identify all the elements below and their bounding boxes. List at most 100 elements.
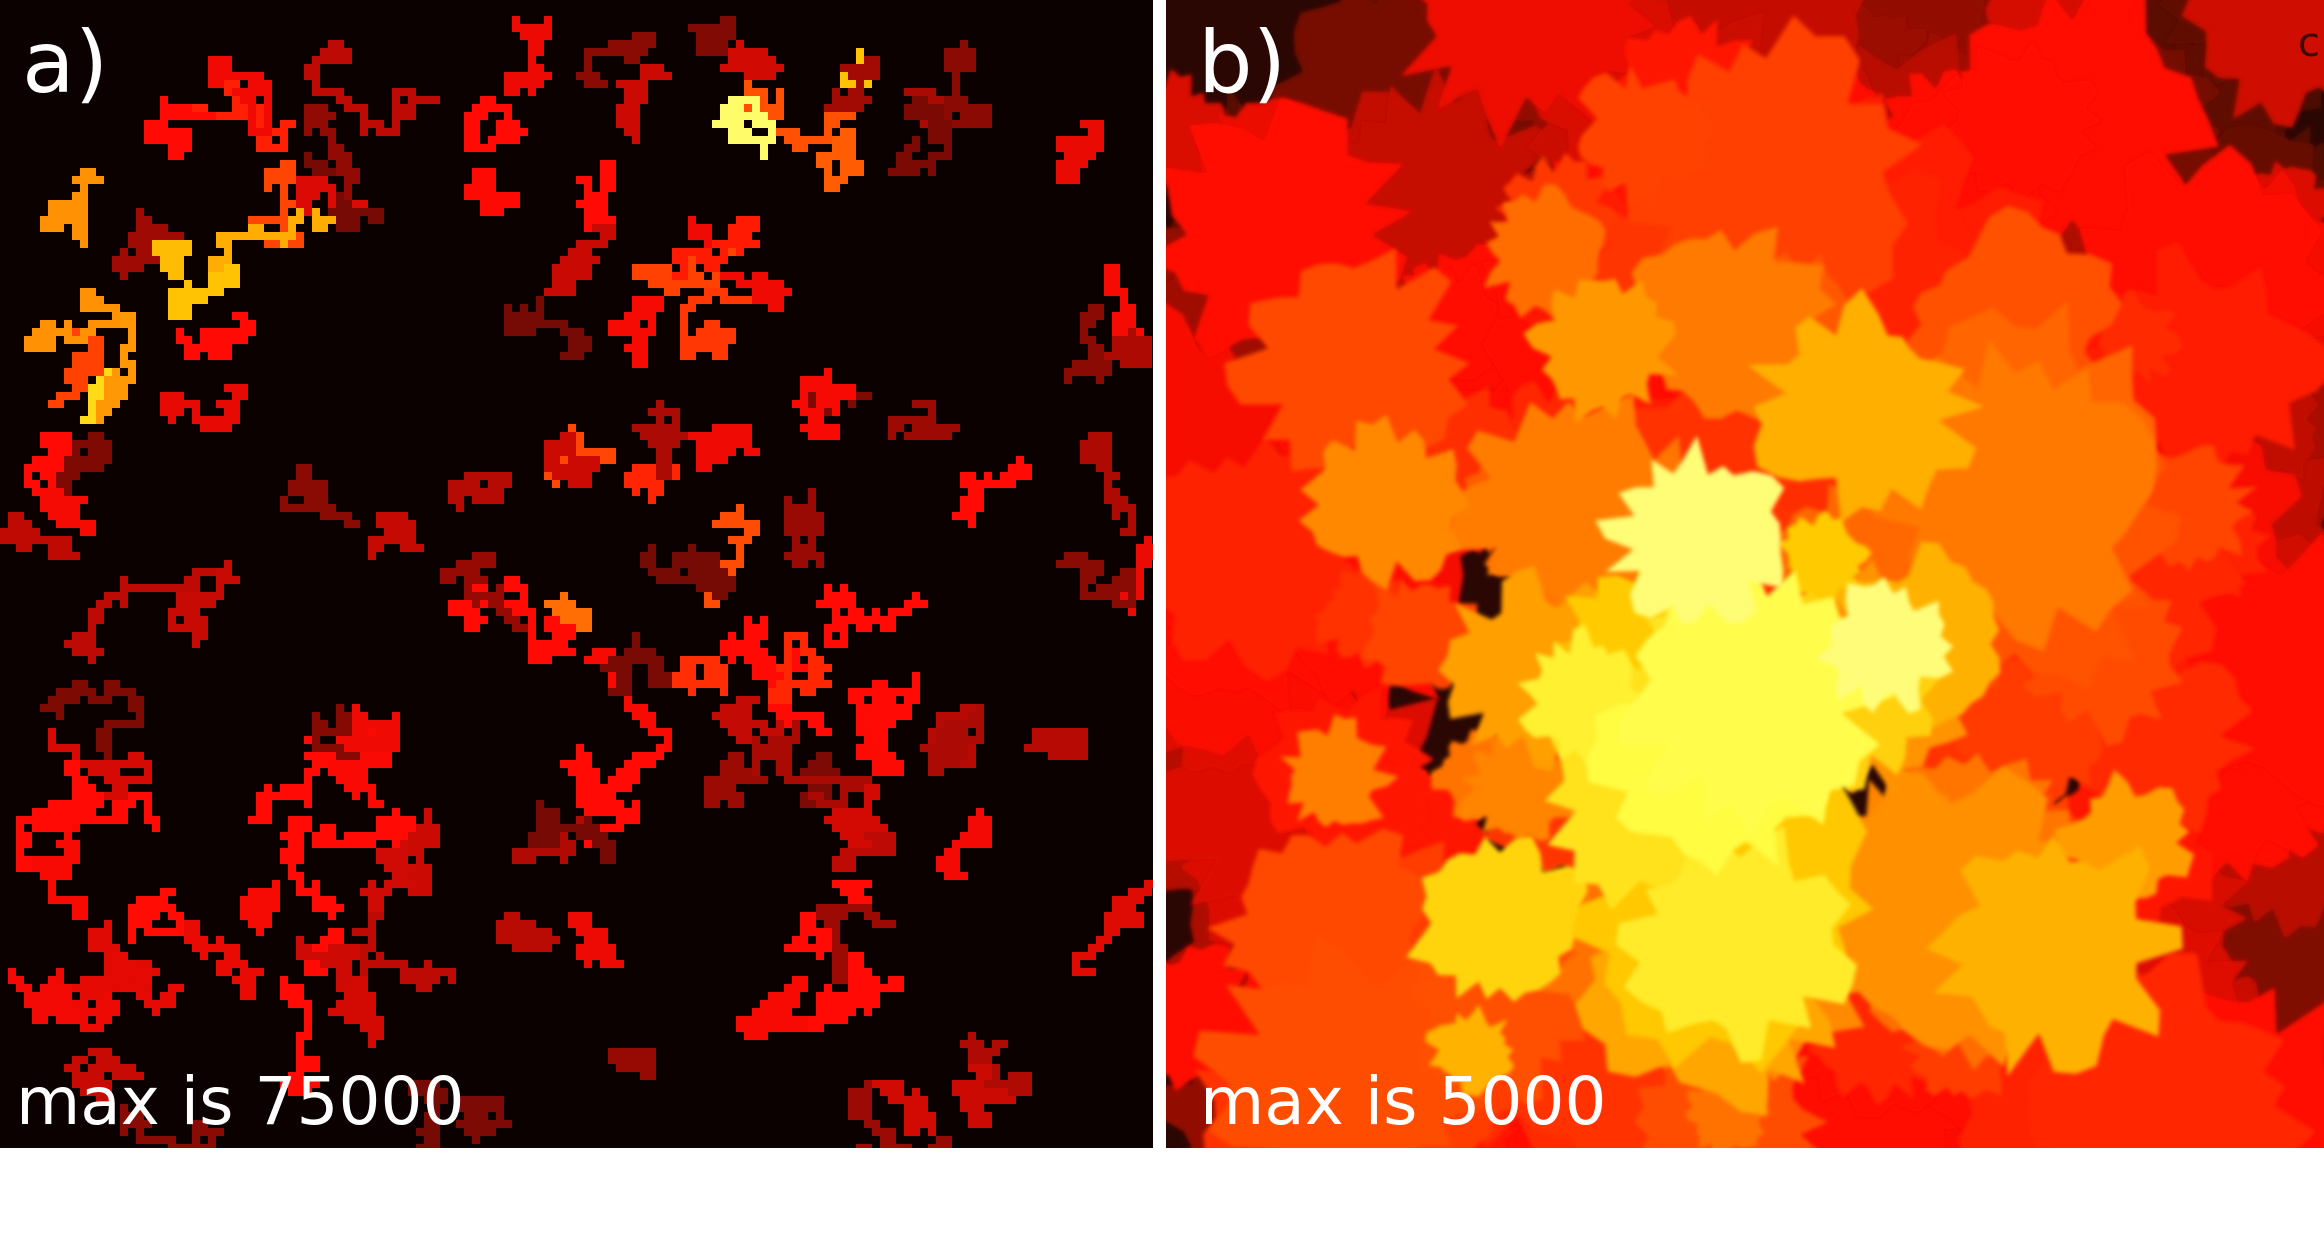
cluster-cell xyxy=(240,320,248,328)
cluster-cell xyxy=(120,1112,128,1120)
cluster-cell xyxy=(1096,136,1104,144)
cluster-cell xyxy=(968,752,976,760)
cluster-cell xyxy=(648,488,656,496)
cluster-cell xyxy=(248,216,256,224)
cluster-cell xyxy=(800,632,808,640)
cluster-cell xyxy=(400,536,408,544)
cluster-cell xyxy=(632,304,640,312)
cluster-cell xyxy=(416,832,424,840)
cluster-cell xyxy=(832,152,840,160)
cluster-cell xyxy=(784,648,792,656)
cluster-cell xyxy=(160,896,168,904)
cluster-cell xyxy=(696,344,704,352)
cluster-cell xyxy=(392,960,400,968)
cluster-cell xyxy=(792,712,800,720)
cluster-cell xyxy=(304,176,312,184)
cluster-cell xyxy=(104,696,112,704)
cluster-cell xyxy=(176,296,184,304)
cluster-cell xyxy=(880,760,888,768)
cluster-cell xyxy=(480,104,488,112)
cluster-cell xyxy=(552,264,560,272)
cluster-cell xyxy=(704,792,712,800)
cluster-cell xyxy=(368,544,376,552)
cluster-cell xyxy=(312,880,320,888)
cluster-cell xyxy=(984,832,992,840)
cluster-cell xyxy=(488,200,496,208)
cluster-cell xyxy=(736,240,744,248)
cluster-cell xyxy=(792,944,800,952)
cluster-cell xyxy=(712,336,720,344)
cluster-cell xyxy=(64,336,72,344)
cluster-cell xyxy=(640,72,648,80)
cluster-cell xyxy=(208,336,216,344)
cluster-cell xyxy=(536,304,544,312)
cluster-cell xyxy=(40,440,48,448)
cluster-cell xyxy=(72,1056,80,1064)
cluster-cell xyxy=(640,472,648,480)
cluster-cell xyxy=(624,312,632,320)
cluster-cell xyxy=(792,136,800,144)
cluster-cell xyxy=(968,472,976,480)
cluster-cell xyxy=(1104,920,1112,928)
cluster-cell xyxy=(784,704,792,712)
cluster-cell xyxy=(424,1128,432,1136)
cluster-cell xyxy=(872,816,880,824)
cluster-cell xyxy=(688,280,696,288)
cluster-cell xyxy=(712,240,720,248)
cluster-cell xyxy=(216,264,224,272)
cluster-cell xyxy=(120,352,128,360)
cluster-cell xyxy=(744,616,752,624)
cluster-cell xyxy=(752,96,760,104)
cluster-cell xyxy=(1088,312,1096,320)
cluster-cell xyxy=(608,160,616,168)
cluster-cell xyxy=(816,424,824,432)
cluster-cell xyxy=(960,840,968,848)
panel-a-clusters xyxy=(0,16,1153,1148)
cluster-cell xyxy=(304,480,312,488)
cluster-cell xyxy=(688,344,696,352)
cluster-cell xyxy=(800,384,808,392)
cluster-cell xyxy=(632,1048,640,1056)
cluster-cell xyxy=(368,920,376,928)
cluster-cell xyxy=(1080,144,1088,152)
cluster-cell xyxy=(752,520,760,528)
cluster-cell xyxy=(312,944,320,952)
cluster-cell xyxy=(1136,920,1144,928)
cluster-cell xyxy=(840,880,848,888)
cluster-cell xyxy=(160,240,168,248)
cluster-cell xyxy=(136,792,144,800)
cluster-cell xyxy=(440,568,448,576)
cluster-cell xyxy=(1008,464,1016,472)
cluster-cell xyxy=(568,768,576,776)
cluster-cell xyxy=(592,800,600,808)
cluster-cell xyxy=(128,1120,136,1128)
cluster-cell xyxy=(1072,960,1080,968)
cluster-cell xyxy=(840,824,848,832)
cluster-cell xyxy=(368,1008,376,1016)
cluster-cell xyxy=(784,680,792,688)
cluster-cell xyxy=(152,1136,160,1144)
cluster-cell xyxy=(296,200,304,208)
cluster-cell xyxy=(48,456,56,464)
cluster-cell xyxy=(1024,1088,1032,1096)
cluster-cell xyxy=(1064,136,1072,144)
cluster-cell xyxy=(296,1000,304,1008)
cluster-cell xyxy=(40,224,48,232)
cluster-cell xyxy=(248,128,256,136)
cluster-cell xyxy=(728,768,736,776)
cluster-cell xyxy=(104,408,112,416)
cluster-cell xyxy=(816,936,824,944)
cluster-cell xyxy=(56,400,64,408)
cluster-cell xyxy=(272,216,280,224)
cluster-cell xyxy=(240,88,248,96)
cluster-cell xyxy=(752,648,760,656)
cluster-cell xyxy=(840,832,848,840)
cluster-cell xyxy=(744,536,752,544)
cluster-cell xyxy=(168,256,176,264)
cluster-cell xyxy=(96,344,104,352)
cluster-cell xyxy=(1080,160,1088,168)
cluster-cell xyxy=(784,496,792,504)
cluster-cell xyxy=(232,336,240,344)
cluster-cell xyxy=(784,696,792,704)
cluster-cell xyxy=(848,128,856,136)
